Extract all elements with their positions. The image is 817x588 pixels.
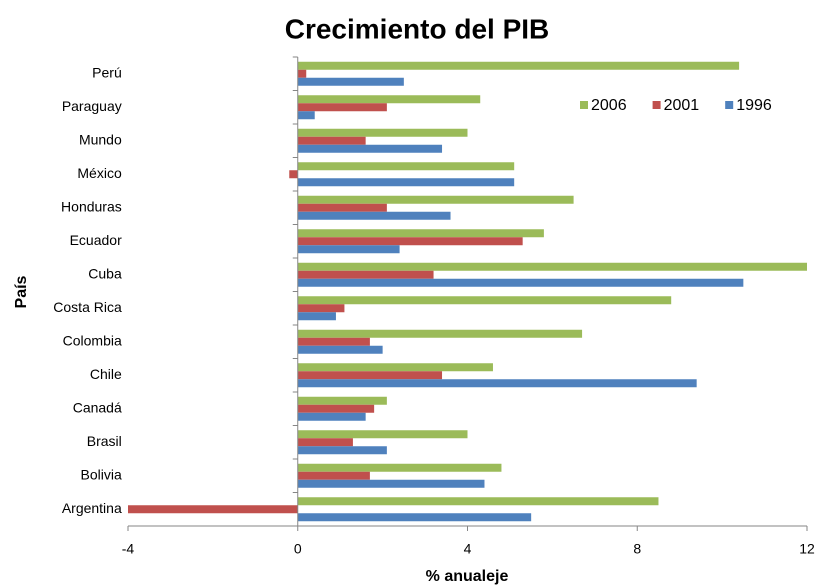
bar — [297, 363, 493, 372]
bar — [297, 237, 523, 246]
bar — [297, 329, 583, 338]
bar — [297, 446, 387, 455]
bar — [297, 262, 807, 271]
bar — [297, 379, 697, 388]
y-tick-label: Chile — [90, 366, 122, 382]
bar — [297, 211, 451, 220]
bar — [297, 371, 443, 380]
bar — [128, 505, 298, 514]
bar — [297, 438, 353, 447]
legend-label: 2001 — [664, 97, 700, 114]
y-tick-label: Cuba — [88, 265, 122, 281]
bar — [297, 430, 468, 439]
bar — [297, 404, 375, 413]
y-axis-label: País — [13, 275, 30, 308]
y-tick-label: Colombia — [63, 332, 122, 348]
bar — [297, 296, 672, 305]
bar — [297, 337, 370, 346]
bar — [297, 463, 502, 472]
x-tick-label: 12 — [799, 541, 815, 557]
bar — [297, 77, 404, 86]
y-tick-label: Honduras — [61, 198, 122, 214]
bar — [297, 178, 515, 187]
legend-swatch — [580, 101, 588, 109]
legend-label: 2006 — [591, 97, 627, 114]
bar — [297, 69, 307, 78]
bar — [297, 471, 370, 480]
y-tick-label: Bolivia — [81, 466, 122, 482]
bar — [297, 270, 434, 279]
x-axis-label: % anualeje — [426, 568, 509, 585]
x-tick-label: 4 — [464, 541, 472, 557]
bar — [297, 312, 336, 321]
y-tick-label: México — [77, 165, 122, 181]
bar — [297, 345, 383, 354]
bar — [289, 170, 298, 179]
bar — [297, 203, 387, 212]
legend-swatch — [725, 101, 734, 109]
bar — [297, 95, 481, 104]
bar — [297, 396, 387, 405]
bar — [297, 162, 515, 171]
bar — [297, 128, 468, 137]
y-tick-label: Brasil — [87, 433, 122, 449]
x-tick-label: 8 — [633, 541, 641, 557]
bar — [297, 497, 659, 506]
bar — [297, 479, 485, 488]
bar — [297, 245, 400, 254]
bar — [297, 513, 532, 522]
legend-swatch — [652, 101, 661, 109]
bar — [297, 195, 574, 204]
y-tick-label: Costa Rica — [53, 299, 122, 315]
x-tick-label: -4 — [122, 541, 135, 557]
bar — [297, 304, 345, 313]
bar — [297, 136, 366, 145]
y-tick-label: Paraguay — [62, 98, 122, 114]
bar — [297, 278, 744, 287]
bar — [297, 111, 315, 120]
bar — [297, 61, 740, 70]
x-tick-label: 0 — [294, 541, 302, 557]
legend-label: 1996 — [736, 97, 772, 114]
y-tick-label: Argentina — [62, 500, 122, 516]
y-tick-label: Mundo — [79, 131, 122, 147]
bar — [297, 144, 443, 153]
y-tick-label: Perú — [92, 64, 122, 80]
bar — [297, 412, 366, 421]
y-tick-label: Canadá — [73, 399, 122, 415]
y-tick-label: Ecuador — [70, 232, 122, 248]
bars — [128, 61, 807, 522]
bar — [297, 103, 387, 112]
bar — [297, 229, 544, 238]
chart-title: Crecimiento del PIB — [285, 13, 550, 44]
